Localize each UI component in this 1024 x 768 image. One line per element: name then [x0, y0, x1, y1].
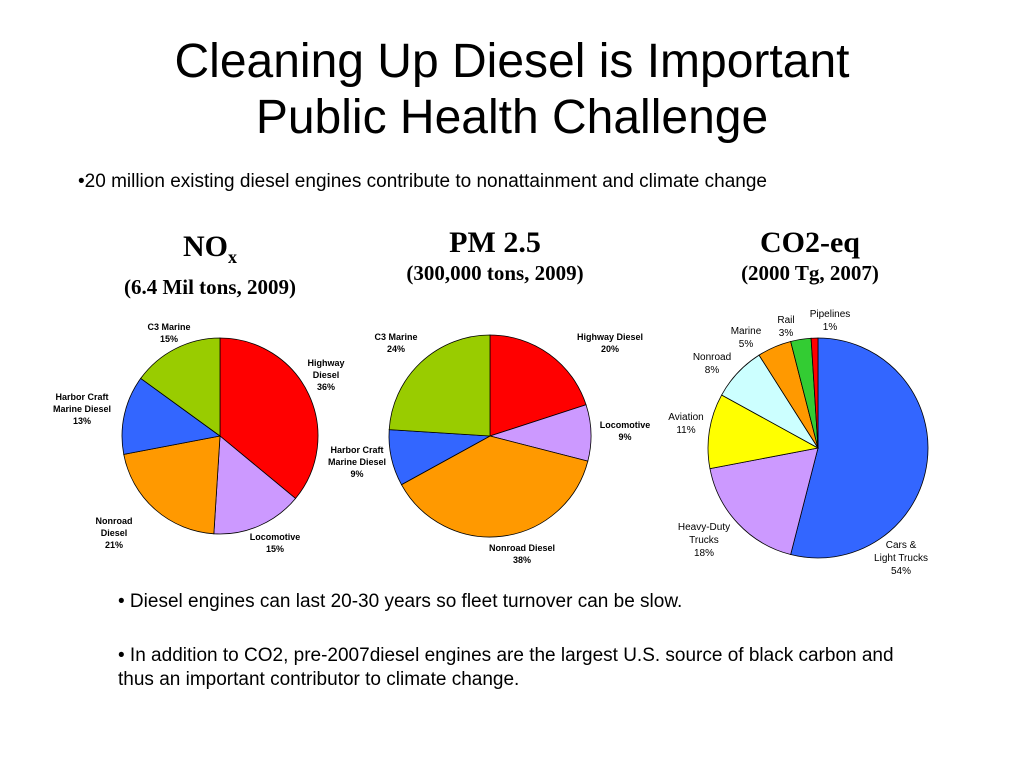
slide-title-line1: Cleaning Up Diesel is Important: [174, 35, 850, 88]
nox-chart-title-subscript: x: [228, 247, 237, 267]
nox-label-nonroad-diesel: Nonroad Diesel 21%: [96, 516, 133, 550]
pm-slice-c3-marine: [388, 334, 491, 437]
nox-label-c3-marine: C3 Marine 15%: [147, 322, 190, 344]
nox-slice-harbor-craft-marine-diesel: [121, 377, 221, 455]
co2-label-aviation: Aviation 11%: [668, 412, 703, 436]
nox-slice-locomotive: [213, 435, 297, 535]
co2-label-marine: Marine 5%: [731, 326, 762, 350]
nox-chart-heading: NOx (6.4 Mil tons, 2009): [70, 230, 350, 300]
pm-label-c3-marine: C3 Marine 24%: [374, 332, 417, 354]
nox-slice-nonroad-diesel: [123, 435, 221, 535]
nox-chart-detail: (6.4 Mil tons, 2009): [123, 275, 297, 299]
slide-title-line2: Public Health Challenge: [255, 91, 769, 144]
nox-label-locomotive: Locomotive 15%: [250, 532, 301, 554]
co2-chart-detail: (2000 Tg, 2007): [741, 261, 879, 285]
co2-label-rail: Rail 3%: [777, 315, 794, 339]
nox-slice-c3-marine: [140, 337, 221, 437]
nox-label-highway-diesel: Highway Diesel 36%: [307, 358, 344, 392]
slide-title: Cleaning Up Diesel is Important Public H…: [0, 34, 1024, 146]
nox-chart-title: NO: [183, 230, 228, 263]
pm-slice-nonroad-diesel: [400, 435, 589, 538]
co2-slice-pipelines: [810, 337, 819, 449]
pm-slice-highway-diesel: [489, 334, 587, 437]
nox-slice-highway-diesel: [219, 337, 319, 500]
co2-label-heavy-duty-trucks: Heavy-Duty Trucks 18%: [678, 522, 730, 559]
pm-label-nonroad-diesel: Nonroad Diesel 38%: [489, 543, 555, 565]
pm-label-locomotive: Locomotive 9%: [600, 420, 651, 442]
co2-slice-heavy-duty-trucks: [709, 447, 819, 556]
pm-chart-detail: (300,000 tons, 2009): [406, 261, 584, 285]
pm-chart-title: PM 2.5: [449, 226, 541, 259]
bullet-fleet-turnover: • Diesel engines can last 20-30 years so…: [118, 591, 683, 612]
co2-label-cars-light-trucks: Cars & Light Trucks 54%: [874, 540, 928, 577]
nox-label-harbor-craft-marine-diesel: Harbor Craft Marine Diesel 13%: [53, 392, 111, 426]
co2-slice-cars-light-trucks: [790, 337, 929, 559]
co2-chart-title: CO2-eq: [760, 226, 860, 259]
co2-label-nonroad: Nonroad 8%: [693, 352, 731, 376]
bullet-black-carbon: • In addition to CO2, pre-2007diesel eng…: [118, 645, 894, 690]
co2-label-pipelines: Pipelines 1%: [810, 309, 851, 333]
co2-chart-heading: CO2-eq (2000 Tg, 2007): [665, 226, 955, 286]
co2-slice-aviation: [707, 394, 820, 470]
pm-label-highway-diesel: Highway Diesel 20%: [577, 332, 643, 354]
pm-chart-heading: PM 2.5 (300,000 tons, 2009): [350, 226, 640, 286]
slide-subtitle: •20 million existing diesel engines cont…: [78, 171, 767, 192]
pm-label-harbor-craft-marine-diesel: Harbor Craft Marine Diesel 9%: [328, 445, 386, 479]
